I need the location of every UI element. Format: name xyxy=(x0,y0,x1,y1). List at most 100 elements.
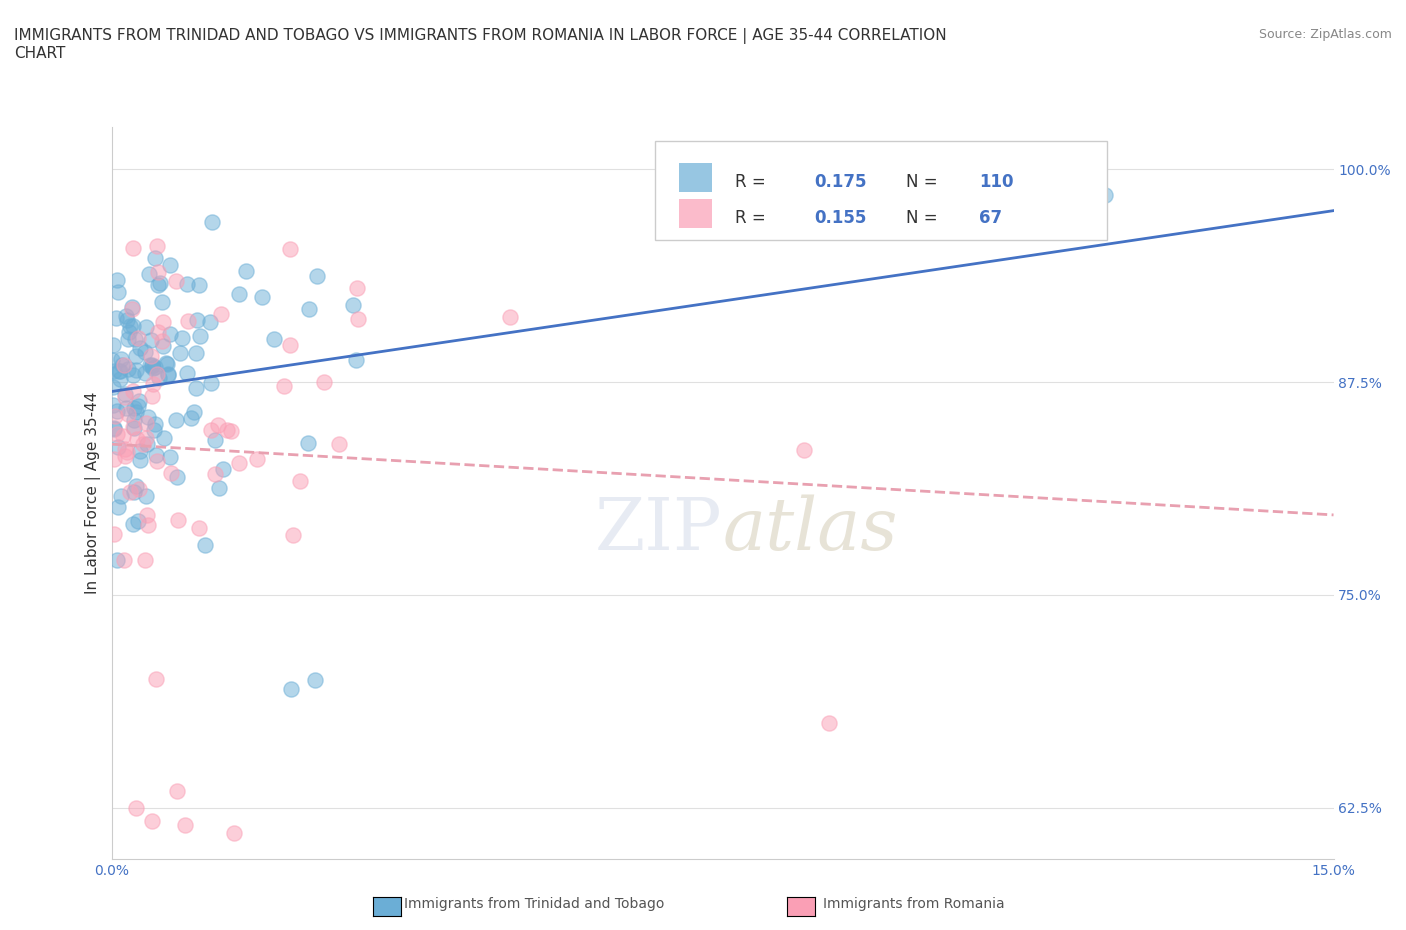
Immigrants from Romania xyxy=(278,242,301,257)
Immigrants from Trinidad and Tobago xyxy=(129,453,152,468)
Immigrants from Trinidad and Tobago xyxy=(103,338,125,352)
Immigrants from Trinidad and Tobago xyxy=(115,401,138,416)
Immigrants from Romania xyxy=(207,418,229,432)
Immigrants from Trinidad and Tobago xyxy=(122,319,145,334)
Immigrants from Trinidad and Tobago xyxy=(141,357,163,372)
Immigrants from Trinidad and Tobago xyxy=(143,417,166,432)
Immigrants from Trinidad and Tobago xyxy=(165,412,187,427)
Immigrants from Romania xyxy=(217,422,239,437)
FancyBboxPatch shape xyxy=(655,141,1108,240)
Immigrants from Trinidad and Tobago xyxy=(143,250,166,265)
Immigrants from Romania xyxy=(174,817,197,832)
Immigrants from Trinidad and Tobago xyxy=(200,314,222,329)
Immigrants from Trinidad and Tobago xyxy=(125,405,148,419)
Immigrants from Romania xyxy=(118,485,141,499)
Immigrants from Trinidad and Tobago xyxy=(111,357,134,372)
Text: ZIP: ZIP xyxy=(595,494,723,565)
Immigrants from Trinidad and Tobago xyxy=(146,277,169,292)
Immigrants from Trinidad and Tobago xyxy=(101,398,124,413)
Immigrants from Romania xyxy=(145,671,167,686)
Immigrants from Romania xyxy=(146,454,169,469)
Immigrants from Trinidad and Tobago xyxy=(228,286,250,301)
Immigrants from Trinidad and Tobago xyxy=(122,485,145,499)
Immigrants from Trinidad and Tobago xyxy=(297,435,319,450)
Immigrants from Romania xyxy=(228,456,250,471)
Immigrants from Romania xyxy=(219,423,242,438)
Immigrants from Trinidad and Tobago xyxy=(121,299,143,314)
Immigrants from Trinidad and Tobago xyxy=(186,312,208,327)
Immigrants from Trinidad and Tobago xyxy=(157,366,180,381)
Immigrants from Trinidad and Tobago xyxy=(152,339,174,353)
Immigrants from Romania xyxy=(104,409,127,424)
Immigrants from Romania xyxy=(136,508,159,523)
Immigrants from Romania xyxy=(209,306,232,321)
Text: Immigrants from Trinidad and Tobago: Immigrants from Trinidad and Tobago xyxy=(404,897,665,911)
Immigrants from Trinidad and Tobago xyxy=(127,398,149,413)
Immigrants from Romania xyxy=(115,445,138,459)
Immigrants from Trinidad and Tobago xyxy=(128,393,150,408)
Immigrants from Romania xyxy=(817,715,839,730)
Immigrants from Romania xyxy=(278,338,301,352)
Immigrants from Trinidad and Tobago xyxy=(304,672,326,687)
Immigrants from Romania xyxy=(141,389,163,404)
Immigrants from Trinidad and Tobago xyxy=(184,380,207,395)
Immigrants from Trinidad and Tobago xyxy=(121,367,143,382)
Text: N =: N = xyxy=(905,209,943,227)
Immigrants from Romania xyxy=(347,312,370,326)
Immigrants from Trinidad and Tobago xyxy=(101,379,124,394)
Immigrants from Trinidad and Tobago xyxy=(344,352,367,367)
Immigrants from Trinidad and Tobago xyxy=(117,362,139,377)
Immigrants from Romania xyxy=(112,552,135,567)
Immigrants from Romania xyxy=(346,281,368,296)
Immigrants from Romania xyxy=(141,349,163,364)
Immigrants from Trinidad and Tobago xyxy=(112,467,135,482)
Immigrants from Trinidad and Tobago xyxy=(124,349,146,364)
FancyBboxPatch shape xyxy=(679,199,711,229)
Immigrants from Romania xyxy=(121,241,143,256)
Immigrants from Trinidad and Tobago xyxy=(107,285,129,299)
Immigrants from Romania xyxy=(200,422,222,437)
Immigrants from Trinidad and Tobago xyxy=(194,538,217,552)
Immigrants from Trinidad and Tobago xyxy=(139,358,162,373)
Immigrants from Trinidad and Tobago xyxy=(204,433,226,448)
Immigrants from Trinidad and Tobago xyxy=(166,470,188,485)
Immigrants from Trinidad and Tobago xyxy=(142,361,165,376)
Immigrants from Trinidad and Tobago xyxy=(1094,187,1116,202)
Immigrants from Trinidad and Tobago xyxy=(103,421,125,436)
Immigrants from Trinidad and Tobago xyxy=(122,420,145,435)
Immigrants from Romania xyxy=(159,465,181,480)
Immigrants from Trinidad and Tobago xyxy=(200,214,222,229)
Immigrants from Trinidad and Tobago xyxy=(118,325,141,339)
Immigrants from Trinidad and Tobago xyxy=(156,356,179,371)
Immigrants from Trinidad and Tobago xyxy=(127,514,149,529)
Immigrants from Romania xyxy=(141,814,163,829)
Immigrants from Romania xyxy=(121,301,143,316)
Immigrants from Trinidad and Tobago xyxy=(208,481,231,496)
Text: N =: N = xyxy=(905,173,943,191)
Immigrants from Romania xyxy=(117,407,139,422)
Immigrants from Trinidad and Tobago xyxy=(105,272,128,287)
Immigrants from Trinidad and Tobago xyxy=(135,488,157,503)
Immigrants from Romania xyxy=(204,467,226,482)
Immigrants from Romania xyxy=(222,826,245,841)
FancyBboxPatch shape xyxy=(679,163,711,192)
Immigrants from Romania xyxy=(146,366,169,381)
Immigrants from Romania xyxy=(125,432,148,446)
Immigrants from Trinidad and Tobago xyxy=(134,365,156,380)
Immigrants from Trinidad and Tobago xyxy=(100,353,122,368)
Immigrants from Trinidad and Tobago xyxy=(120,319,142,334)
Immigrants from Romania xyxy=(146,325,169,339)
Immigrants from Trinidad and Tobago xyxy=(108,364,131,379)
Immigrants from Romania xyxy=(134,552,156,567)
Immigrants from Trinidad and Tobago xyxy=(149,275,172,290)
Immigrants from Trinidad and Tobago xyxy=(298,301,321,316)
Immigrants from Trinidad and Tobago xyxy=(180,410,202,425)
Immigrants from Trinidad and Tobago xyxy=(108,372,131,387)
Immigrants from Trinidad and Tobago xyxy=(263,331,285,346)
Y-axis label: In Labor Force | Age 35-44: In Labor Force | Age 35-44 xyxy=(86,392,101,594)
Text: IMMIGRANTS FROM TRINIDAD AND TOBAGO VS IMMIGRANTS FROM ROMANIA IN LABOR FORCE | : IMMIGRANTS FROM TRINIDAD AND TOBAGO VS I… xyxy=(14,28,946,61)
Immigrants from Romania xyxy=(165,273,187,288)
Immigrants from Trinidad and Tobago xyxy=(103,364,125,379)
Immigrants from Romania xyxy=(135,415,157,430)
Immigrants from Romania xyxy=(187,521,209,536)
